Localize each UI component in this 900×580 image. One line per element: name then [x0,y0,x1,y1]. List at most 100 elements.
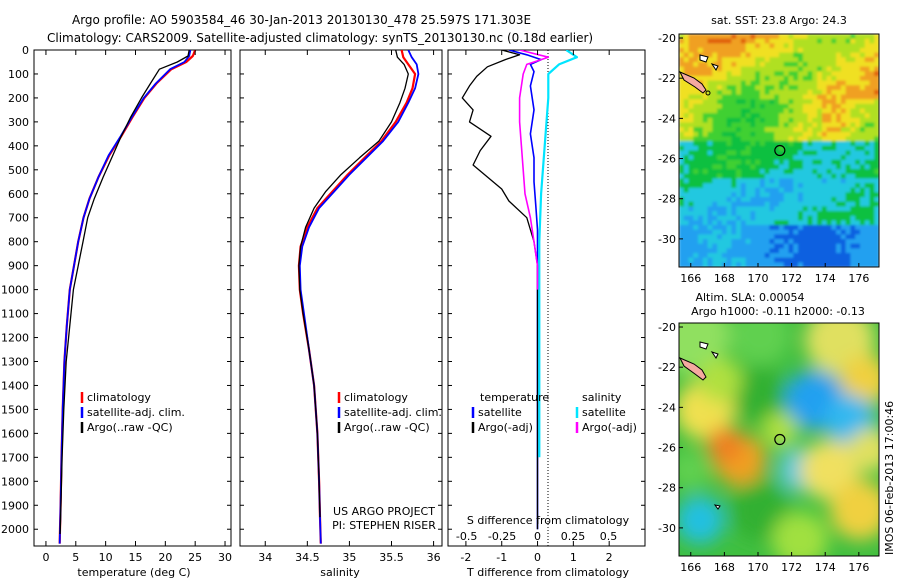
sla-map-subtitle: Argo h1000: -0.11 h2000: -0.13 [691,305,865,318]
x-tick-label: 25 [188,551,202,564]
imos-timestamp: IMOS 06-Feb-2013 17:00:46 [883,401,896,555]
map-lat-label: -24 [658,112,676,125]
depth-tick-label: 100 [8,68,29,81]
depth-tick-label: 800 [8,236,29,249]
x-tick-label: 34.5 [295,551,320,564]
x-tick-label: 20 [158,551,172,564]
sst-map-frame [678,33,880,268]
depth-tick-label: 500 [8,164,29,177]
depth-tick-label: 200 [8,92,29,105]
temperature-axes-frame [33,49,232,547]
depth-tick-label: 400 [8,140,29,153]
sla-map-field [679,323,879,556]
depth-tick-label: 600 [8,188,29,201]
depth-tick-label: 1400 [1,379,29,392]
salinity-axes-frame [239,49,443,547]
depth-tick-label: 1000 [1,284,29,297]
map-lon-label: 166 [680,561,701,574]
sst-map-cells [679,34,879,267]
depth-tick-label: 1500 [1,403,29,416]
map-lon-label: 170 [747,561,768,574]
sla-map-title: Altim. SLA: 0.00054 [695,291,804,304]
depth-tick-label: 1700 [1,451,29,464]
s-diff-tick-label: -0.5 [456,530,477,543]
diff-legend-t-argo-label: Argo(-adj) [478,421,533,434]
map-lon-label: 174 [815,272,836,285]
sal-legend-entry-label: satellite-adj. clim. [344,406,442,419]
map-lat-label: -30 [658,522,676,535]
x-tick-label: 5 [72,551,79,564]
series-line-argo-raw-qc [298,50,409,518]
s-diff-tick-label: -0.25 [488,530,516,543]
map-lon-label: 170 [747,272,768,285]
diff-legend-s-satellite-label: satellite [582,406,626,419]
map-lat-label: -30 [658,233,676,246]
sla-argo-location-marker [774,433,786,446]
map-lon-label: 168 [714,561,735,574]
map-lon-label: 172 [781,561,802,574]
x-tick-label: -1 [496,551,507,564]
x-tick-label: 15 [128,551,142,564]
map-lon-label: 174 [815,561,836,574]
salinity-x-label: salinity [320,566,360,579]
temp-legend-entry-label: satellite-adj. clim. [87,406,185,419]
salinity-panel: 34 34.5 35 35.5 36 salinity climatology satel… [239,49,443,579]
sal-legend-entry-label: climatology [344,391,408,404]
temperature-legend-title: temperature [480,391,549,404]
sst-map-land [679,54,719,96]
depth-tick-label: 1900 [1,499,29,512]
sla-map-land [679,341,721,510]
s-diff-tick-label: 0.25 [561,530,586,543]
difference-panel: -2 -1 0 1 2 -0.5 -0.25 0 0.25 0.5 T difference fr… [447,49,646,579]
sst-map-title: sat. SST: 23.8 Argo: 24.3 [711,14,847,27]
map-lat-label: -28 [658,482,676,495]
difference-legend: temperature salinity satellite Argo(-adj) sa… [471,391,637,434]
x-tick-label: 30 [218,551,232,564]
salinity-legend-title: salinity [582,391,622,404]
title-line-1: Argo profile: AO 5903584_46 30-Jan-2013 … [72,13,531,27]
temperature-legend: climatology satellite-adj. clim. Argo(..ra… [80,391,185,434]
sst-map-ticks: 166 168 170 172 174 176 -20 -22 -24 -26 -28 -30 [658,32,869,285]
x-tick-label: 0 [42,551,49,564]
map-lon-label: 172 [781,272,802,285]
map-lat-label: -24 [658,401,676,414]
temp-legend-entry-label: climatology [87,391,151,404]
x-tick-label: 0 [534,551,541,564]
diff-legend-t-satellite-label: satellite [478,406,522,419]
map-lat-label: -22 [658,361,676,374]
x-tick-label: 35.5 [379,551,404,564]
x-tick-label: 34 [258,551,272,564]
map-lat-label: -20 [658,32,676,45]
sla-map: Altim. SLA: 0.00054 Argo h1000: -0.11 h2… [658,291,880,574]
s-diff-tick-label: 0.5 [600,530,618,543]
depth-tick-label: 1300 [1,355,29,368]
title-line-2: Climatology: CARS2009. Satellite-adjuste… [47,31,593,45]
depth-tick-label: 1600 [1,427,29,440]
map-lat-label: -26 [658,442,676,455]
sal-legend-entry-label: Argo(..raw -QC) [344,421,430,434]
diff-legend-s-argo-label: Argo(-adj) [582,421,637,434]
sla-map-ticks: 166 168 170 172 174 176 -20 -22 -24 -26 -28 -30 [658,321,869,574]
x-tick-label: 36 [427,551,441,564]
sst-map: sat. SST: 23.8 Argo: 24.3 166 168 170 172 17… [658,14,880,285]
depth-tick-label: 900 [8,260,29,273]
map-lat-label: -22 [658,72,676,85]
s-diff-tick-label: 0 [534,530,541,543]
project-annotation: US ARGO PROJECT [333,505,435,518]
depth-tick-label: 1800 [1,475,29,488]
series-line-satellite-adj-clim [58,50,192,544]
map-lon-label: 166 [680,272,701,285]
sla-map-frame [678,322,880,557]
temperature-panel: 0 5 10 15 20 25 300100200300400500600700800900… [1,44,232,579]
depth-tick-label: 700 [8,212,29,225]
pi-annotation: PI: STEPHEN RISER [332,519,436,532]
series-line-s-argo-adj [518,50,550,290]
temperature-x-label: temperature (deg C) [77,566,190,579]
x-tick-label: 35 [342,551,356,564]
depth-tick-label: 0 [22,44,29,57]
x-tick-label: 1 [570,551,577,564]
x-tick-label: 2 [606,551,613,564]
map-lon-label: 176 [848,272,869,285]
t-difference-x-label: T difference from climatology [466,566,629,579]
map-lat-label: -26 [658,153,676,166]
